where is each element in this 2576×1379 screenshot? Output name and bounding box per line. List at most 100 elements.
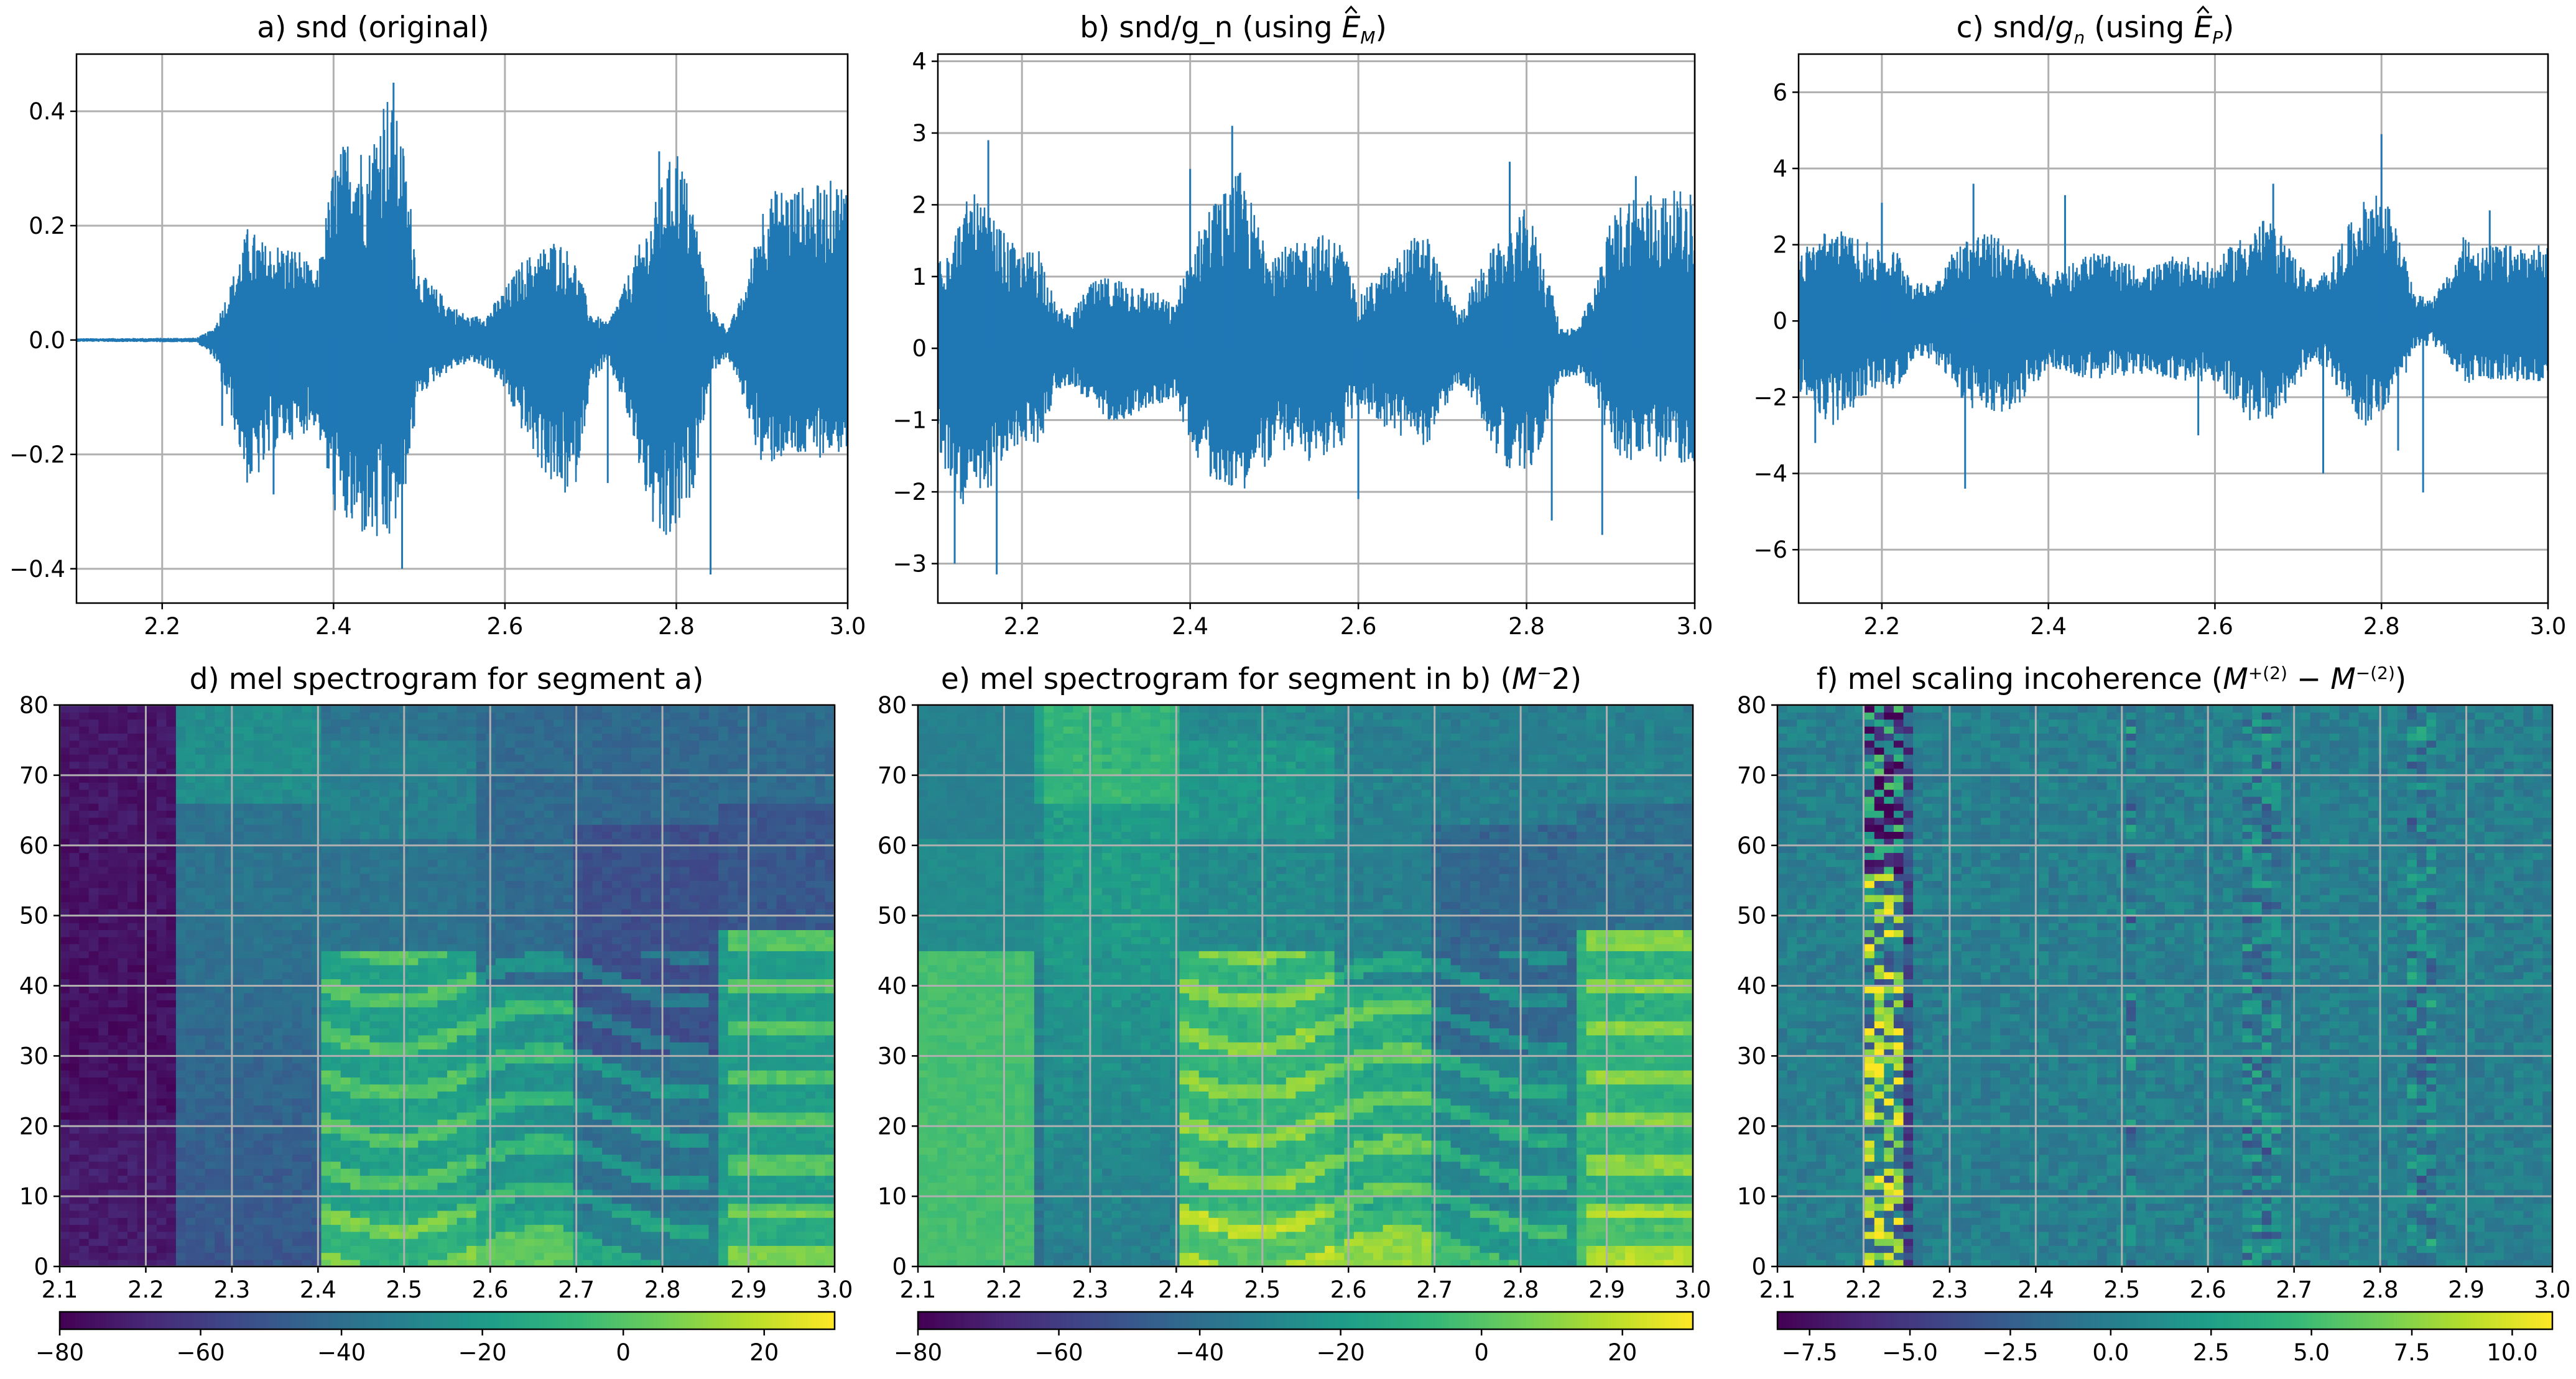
heatmap-cell: [554, 796, 564, 804]
heatmap-cell: [282, 894, 293, 902]
heatmap-cell: [292, 1252, 303, 1260]
heatmap-cell: [408, 1126, 419, 1134]
heatmap-cell: [195, 887, 206, 895]
heatmap-cell: [175, 908, 187, 916]
heatmap-cell: [60, 1175, 70, 1183]
heatmap-cell: [88, 880, 100, 888]
heatmap-cell: [79, 1210, 90, 1218]
heatmap-cell: [515, 985, 526, 994]
heatmap-cell: [311, 957, 322, 966]
heatmap-cell: [476, 803, 487, 811]
heatmap-cell: [631, 943, 642, 951]
heatmap-cell: [340, 1161, 351, 1169]
heatmap-cell: [185, 705, 196, 713]
heatmap-cell: [524, 1091, 535, 1099]
heatmap-cell: [359, 796, 371, 804]
heatmap-cell: [573, 1182, 583, 1190]
heatmap-cell: [331, 1231, 341, 1239]
heatmap-cell: [611, 705, 623, 713]
heatmap-cell: [621, 726, 632, 734]
heatmap-cell: [505, 1007, 516, 1015]
heatmap-cell: [166, 1147, 177, 1155]
panel-c-ytick-label: 0: [1772, 308, 1787, 334]
heatmap-cell: [118, 733, 128, 741]
heatmap-cell: [331, 1077, 341, 1085]
heatmap-cell: [263, 1119, 274, 1127]
heatmap-cell: [108, 803, 119, 811]
heatmap-cell: [544, 1175, 555, 1183]
heatmap-cell: [408, 1035, 419, 1043]
heatmap-cell: [495, 775, 506, 783]
heatmap-cell: [88, 1133, 100, 1141]
heatmap-cell: [369, 775, 380, 783]
heatmap-cell: [156, 880, 167, 888]
heatmap-cell: [340, 859, 351, 867]
heatmap-cell: [234, 873, 244, 881]
heatmap-cell: [234, 887, 244, 895]
heatmap-cell: [340, 1056, 351, 1064]
heatmap-cell: [456, 922, 467, 930]
heatmap-cell: [292, 1154, 303, 1162]
panel-c-ytick-label: −4: [1753, 461, 1787, 487]
heatmap-cell: [379, 1245, 390, 1253]
heatmap-cell: [408, 1112, 419, 1120]
heatmap-cell: [379, 1161, 390, 1169]
heatmap-cell: [79, 880, 90, 888]
heatmap-cell: [108, 1217, 119, 1225]
heatmap-cell: [554, 957, 564, 966]
heatmap-cell: [215, 726, 225, 734]
heatmap-cell: [379, 957, 390, 966]
heatmap-cell: [166, 1175, 177, 1183]
heatmap-cell: [263, 796, 274, 804]
heatmap-cell: [611, 943, 623, 951]
heatmap-cell: [476, 1098, 487, 1106]
heatmap-cell: [466, 1063, 477, 1071]
heatmap-cell: [118, 859, 128, 867]
heatmap-cell: [175, 1182, 187, 1190]
heatmap-cell: [302, 1133, 312, 1141]
heatmap-cell: [166, 1126, 177, 1134]
heatmap-cell: [389, 747, 399, 755]
heatmap-cell: [583, 1098, 593, 1106]
heatmap-cell: [302, 775, 312, 783]
heatmap-cell: [118, 838, 128, 846]
heatmap-cell: [447, 992, 458, 1000]
heatmap-cell: [515, 1020, 526, 1028]
heatmap-cell: [621, 782, 632, 790]
heatmap-cell: [534, 824, 545, 832]
panel-b-ytick-label: −1: [892, 407, 927, 434]
heatmap-cell: [185, 1161, 196, 1169]
heatmap-cell: [379, 1154, 390, 1162]
heatmap-cell: [573, 754, 583, 762]
heatmap-cell: [369, 1224, 380, 1232]
heatmap-cell: [592, 1041, 603, 1049]
heatmap-cell: [69, 761, 80, 769]
heatmap-cell: [205, 705, 215, 713]
heatmap-cell: [427, 1013, 438, 1022]
heatmap-cell: [175, 817, 187, 825]
heatmap-cell: [495, 1217, 506, 1225]
heatmap-cell: [350, 915, 361, 923]
heatmap-cell: [534, 852, 545, 860]
heatmap-cell: [331, 1196, 341, 1204]
heatmap-cell: [69, 1070, 80, 1078]
heatmap-cell: [282, 873, 293, 881]
heatmap-cell: [331, 803, 341, 811]
heatmap-cell: [108, 845, 119, 853]
heatmap-cell: [253, 1259, 264, 1267]
heatmap-cell: [108, 1000, 119, 1008]
heatmap-cell: [234, 1133, 244, 1141]
heatmap-cell: [621, 1210, 632, 1218]
heatmap-cell: [515, 1112, 526, 1120]
heatmap-cell: [563, 887, 574, 895]
heatmap-cell: [205, 1133, 215, 1141]
heatmap-cell: [611, 1210, 623, 1218]
heatmap-cell: [369, 789, 380, 797]
heatmap-cell: [583, 719, 593, 727]
heatmap-cell: [554, 1007, 564, 1015]
heatmap-cell: [437, 866, 448, 874]
heatmap-cell: [272, 852, 283, 860]
heatmap-cell: [554, 817, 564, 825]
heatmap-cell: [234, 1077, 244, 1085]
heatmap-cell: [524, 1168, 535, 1176]
